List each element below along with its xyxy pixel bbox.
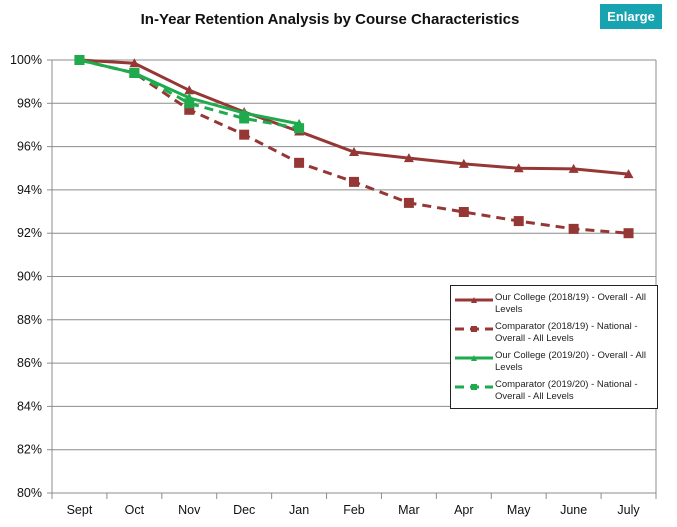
legend-item: Our College (2019/20) - Overall - All Le…: [451, 350, 657, 378]
legend-label: Our College (2018/19) - Overall - All Le…: [495, 292, 647, 315]
legend-swatch: [455, 384, 493, 390]
data-point: [403, 197, 414, 208]
data-point: [129, 58, 140, 68]
legend-item: Comparator (2019/20) - National - Overal…: [451, 379, 657, 407]
x-tick-label: Jan: [289, 503, 309, 517]
legend-swatch: [455, 326, 493, 332]
data-point: [184, 104, 195, 115]
x-tick-label: June: [560, 503, 587, 517]
y-tick-label: 82%: [17, 443, 42, 457]
x-tick-label: July: [617, 503, 640, 517]
data-point: [129, 67, 140, 78]
series-line-3: [79, 58, 300, 130]
data-point: [294, 157, 305, 168]
y-tick-label: 100%: [10, 53, 42, 67]
x-tick-label: Nov: [178, 503, 201, 517]
y-tick-label: 96%: [17, 140, 42, 154]
series-line-0: [79, 58, 629, 176]
data-point: [294, 123, 305, 134]
legend-swatch: [455, 297, 493, 303]
data-point: [623, 169, 634, 179]
y-tick-label: 88%: [17, 313, 42, 327]
data-point: [239, 113, 250, 124]
data-point: [458, 206, 469, 217]
enlarge-button[interactable]: Enlarge: [600, 4, 662, 29]
data-point: [568, 163, 579, 173]
x-tick-label: Oct: [125, 503, 145, 517]
x-tick-label: Apr: [454, 503, 473, 517]
data-point: [458, 158, 469, 168]
data-point: [184, 85, 195, 95]
legend-item: Our College (2018/19) - Overall - All Le…: [451, 292, 657, 320]
chart-title: In-Year Retention Analysis by Course Cha…: [140, 11, 520, 28]
y-tick-label: 84%: [17, 399, 42, 413]
legend-label: Comparator (2018/19) - National - Overal…: [495, 321, 638, 344]
y-tick-label: 98%: [17, 96, 42, 110]
x-tick-label: Feb: [343, 503, 365, 517]
data-point: [623, 228, 634, 239]
data-point: [349, 147, 359, 157]
x-tick-label: Sept: [67, 503, 93, 517]
data-point: [513, 216, 524, 227]
y-tick-label: 94%: [17, 183, 42, 197]
legend: Our College (2018/19) - Overall - All Le…: [450, 285, 658, 409]
legend-item: Comparator (2018/19) - National - Overal…: [451, 321, 657, 349]
x-tick-label: May: [507, 503, 531, 517]
y-tick-label: 80%: [17, 486, 42, 500]
legend-label: Our College (2019/20) - Overall - All Le…: [495, 350, 647, 373]
data-point: [74, 55, 85, 65]
legend-label: Comparator (2019/20) - National - Overal…: [495, 379, 638, 402]
x-tick-label: Dec: [233, 503, 255, 517]
y-tick-label: 92%: [17, 226, 42, 240]
y-tick-label: 90%: [17, 270, 42, 284]
data-point: [184, 98, 195, 109]
legend-swatch: [455, 355, 493, 361]
y-tick-label: 86%: [17, 356, 42, 370]
data-point: [568, 223, 579, 234]
data-point: [513, 163, 524, 173]
data-point: [403, 153, 414, 163]
data-point: [239, 129, 250, 140]
x-tick-label: Mar: [398, 503, 420, 517]
data-point: [349, 176, 359, 187]
